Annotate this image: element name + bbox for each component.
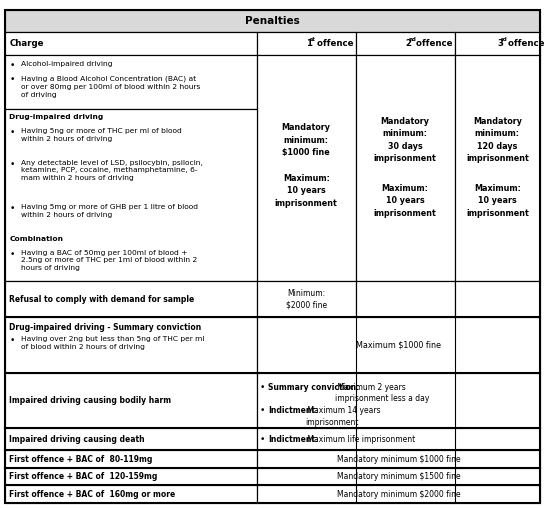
Text: Having over 2ng but less than 5ng of THC per ml
of blood within 2 hours of drivi: Having over 2ng but less than 5ng of THC… xyxy=(20,336,204,350)
Text: Having a BAC of 50mg per 100ml of blood +
2.5ng or more of THC per 1ml of blood : Having a BAC of 50mg per 100ml of blood … xyxy=(20,249,197,271)
Bar xyxy=(257,317,540,373)
Text: Having 5mg or more of GHB per 1 litre of blood
within 2 hours of driving: Having 5mg or more of GHB per 1 litre of… xyxy=(20,204,198,218)
Text: •: • xyxy=(10,249,15,259)
Text: rd: rd xyxy=(500,37,507,42)
Bar xyxy=(6,54,257,109)
Text: Drug-impaired driving: Drug-impaired driving xyxy=(9,114,103,120)
Bar xyxy=(455,33,540,54)
Text: •: • xyxy=(259,435,265,443)
Text: offence: offence xyxy=(505,39,544,48)
Text: •: • xyxy=(259,406,265,416)
Bar xyxy=(6,373,257,428)
Text: •: • xyxy=(259,383,265,392)
Bar xyxy=(6,468,257,486)
Text: Maximum:
10 years
imprisonment: Maximum: 10 years imprisonment xyxy=(374,184,436,218)
Bar xyxy=(257,451,540,468)
Bar xyxy=(356,33,455,54)
Bar xyxy=(6,317,257,373)
Bar xyxy=(6,428,257,451)
Text: Minimum:
$2000 fine: Minimum: $2000 fine xyxy=(286,289,327,309)
Text: Mandatory minimum $1000 fine: Mandatory minimum $1000 fine xyxy=(337,455,460,464)
Bar xyxy=(356,54,455,281)
Text: Summary conviction:: Summary conviction: xyxy=(268,383,359,392)
Bar xyxy=(6,109,257,281)
Text: Maximum 2 years
imprisonment less a day: Maximum 2 years imprisonment less a day xyxy=(335,383,429,403)
Text: Having 5ng or more of THC per ml of blood
within 2 hours of driving: Having 5ng or more of THC per ml of bloo… xyxy=(20,128,181,142)
Text: nd: nd xyxy=(408,37,416,42)
Text: First offence + BAC of  80-119mg: First offence + BAC of 80-119mg xyxy=(9,455,153,464)
Text: •: • xyxy=(10,75,15,84)
Bar xyxy=(6,281,257,317)
Text: Maximum:
10 years
imprisonment: Maximum: 10 years imprisonment xyxy=(275,174,337,208)
Bar xyxy=(257,468,540,486)
Text: 1: 1 xyxy=(306,39,312,48)
Bar xyxy=(257,54,356,281)
Text: Having a Blood Alcohol Concentration (BAC) at
or over 80mg per 100ml of blood wi: Having a Blood Alcohol Concentration (BA… xyxy=(20,75,200,98)
Text: Refusal to comply with demand for sample: Refusal to comply with demand for sample xyxy=(9,295,195,304)
Bar xyxy=(455,281,540,317)
Text: Mandatory minimum $2000 fine: Mandatory minimum $2000 fine xyxy=(337,490,460,499)
Bar xyxy=(6,10,540,33)
Text: •: • xyxy=(10,160,15,169)
Bar xyxy=(257,428,540,451)
Text: Maximum 14 years
imprisonment: Maximum 14 years imprisonment xyxy=(305,406,381,427)
Text: Mandatory
minimum:
120 days
imprisonment: Mandatory minimum: 120 days imprisonment xyxy=(466,117,529,163)
Text: Impaired driving causing bodily harm: Impaired driving causing bodily harm xyxy=(9,396,171,405)
Text: •: • xyxy=(10,204,15,213)
Bar xyxy=(257,373,540,428)
Bar xyxy=(6,486,257,503)
Text: Maximum life imprisonment: Maximum life imprisonment xyxy=(305,435,415,443)
Bar xyxy=(455,54,540,281)
Text: Maximum $1000 fine: Maximum $1000 fine xyxy=(356,341,441,350)
Text: Indictment:: Indictment: xyxy=(268,435,319,443)
Bar xyxy=(257,33,356,54)
Text: st: st xyxy=(310,37,315,42)
Text: Alcohol-impaired driving: Alcohol-impaired driving xyxy=(20,61,112,67)
Text: First offence + BAC of  120-159mg: First offence + BAC of 120-159mg xyxy=(9,472,158,481)
Bar xyxy=(6,451,257,468)
Text: •: • xyxy=(10,128,15,137)
Text: •: • xyxy=(10,336,15,345)
Text: Combination: Combination xyxy=(9,236,63,242)
Text: 2: 2 xyxy=(405,39,411,48)
Bar xyxy=(257,486,540,503)
Text: Mandatory minimum $1500 fine: Mandatory minimum $1500 fine xyxy=(337,472,460,481)
Text: Maximum:
10 years
imprisonment: Maximum: 10 years imprisonment xyxy=(466,184,529,218)
Text: Drug-impaired driving - Summary conviction: Drug-impaired driving - Summary convicti… xyxy=(9,323,201,332)
Text: Mandatory
minimum:
30 days
imprisonment: Mandatory minimum: 30 days imprisonment xyxy=(374,117,436,163)
Text: Indictment:: Indictment: xyxy=(268,406,319,416)
Text: Penalties: Penalties xyxy=(246,16,300,26)
Text: Charge: Charge xyxy=(9,39,44,48)
Text: Impaired driving causing death: Impaired driving causing death xyxy=(9,435,145,443)
Text: offence: offence xyxy=(413,39,452,48)
Text: 3: 3 xyxy=(497,39,503,48)
Bar xyxy=(257,281,356,317)
Bar xyxy=(356,281,455,317)
Text: •: • xyxy=(10,61,15,70)
Text: Mandatory
minimum:
$1000 fine: Mandatory minimum: $1000 fine xyxy=(281,123,331,157)
Text: Any detectable level of LSD, psilocybin, psilocin,
ketamine, PCP, cocaine, metha: Any detectable level of LSD, psilocybin,… xyxy=(20,160,202,181)
Text: First offence + BAC of  160mg or more: First offence + BAC of 160mg or more xyxy=(9,490,175,499)
Bar xyxy=(6,33,257,54)
Text: offence: offence xyxy=(314,39,353,48)
